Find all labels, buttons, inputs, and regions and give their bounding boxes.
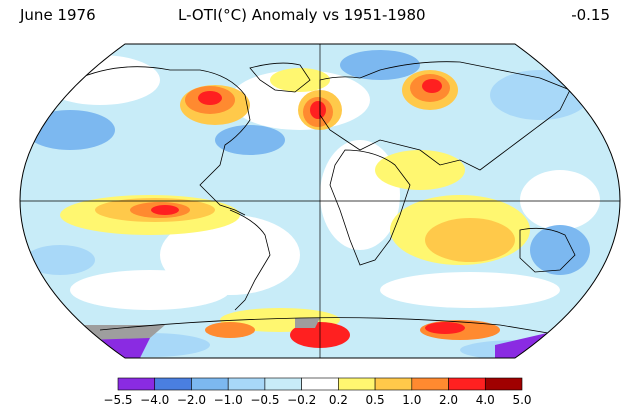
colorbar-tick-7: 0.5 bbox=[366, 393, 385, 407]
colorbar-tick-3: −1.0 bbox=[214, 393, 243, 407]
field-warmer-indian bbox=[425, 218, 515, 262]
colorbar-tick-4: −0.5 bbox=[250, 393, 279, 407]
coast-north-america bbox=[74, 66, 251, 216]
coast-africa bbox=[329, 149, 411, 266]
colorbar-box-10 bbox=[484, 377, 523, 391]
field-core-e-pacific bbox=[151, 205, 179, 215]
field-core-europe bbox=[310, 101, 326, 119]
colorbar-tick-11: 5.0 bbox=[512, 393, 531, 407]
field-cool-se-pacific bbox=[25, 245, 95, 275]
missing-data-area bbox=[85, 325, 165, 340]
field-cool-australia bbox=[530, 225, 590, 275]
coastlines bbox=[74, 61, 576, 336]
colorbar-box-6 bbox=[338, 377, 376, 391]
colorbar-box-2 bbox=[191, 377, 229, 391]
colorbar-box-0 bbox=[117, 377, 156, 391]
map-title: L-OTI(°C) Anomaly vs 1951-1980 bbox=[178, 6, 426, 24]
colorbar-tick-5: −0.2 bbox=[287, 393, 316, 407]
coast-eurasia bbox=[319, 61, 571, 171]
field-white-w-pacific bbox=[520, 170, 600, 230]
field-hot-antarctic-peninsula bbox=[205, 322, 255, 338]
colorbar-tick-2: −2.0 bbox=[177, 393, 206, 407]
field-cool-n-atlantic bbox=[215, 125, 285, 155]
field-core-canada bbox=[198, 91, 222, 105]
field-warm-arabia bbox=[375, 150, 465, 190]
field-core-russia bbox=[422, 79, 442, 93]
field-white-s-indian bbox=[380, 272, 560, 308]
colorbar-tick-10: 4.0 bbox=[476, 393, 495, 407]
coast-australia bbox=[519, 227, 576, 273]
colorbar-tick-9: 2.0 bbox=[439, 393, 458, 407]
field-core-antarctic-e bbox=[425, 322, 465, 334]
missing-data-patch bbox=[295, 318, 320, 328]
colorbar-box-8 bbox=[411, 377, 449, 391]
colorbar-tick-6: 0.2 bbox=[329, 393, 348, 407]
global-mean-anomaly: -0.15 bbox=[571, 6, 610, 24]
colorbar-box-5 bbox=[301, 377, 339, 391]
coast-south-america bbox=[229, 209, 271, 311]
colorbar-box-3 bbox=[227, 377, 266, 391]
field-cool-arctic-eu bbox=[340, 50, 420, 80]
colorbar-box-4 bbox=[264, 377, 302, 391]
colorbar-tick-8: 1.0 bbox=[402, 393, 421, 407]
map-date-label: June 1976 bbox=[20, 6, 96, 24]
field-warm-greenland bbox=[270, 68, 330, 92]
coast-antarctica bbox=[99, 317, 561, 336]
colorbar-box-1 bbox=[154, 377, 192, 391]
colorbar-boxes bbox=[117, 377, 523, 391]
colorbar-labels: −5.5 −4.0 −2.0 −1.0 −0.5 −0.2 0.2 0.5 1.0 2.0 4.0 5… bbox=[103, 393, 531, 407]
colorbar-box-9 bbox=[448, 377, 486, 391]
field-white-s-pacific bbox=[70, 270, 230, 310]
colorbar-tick-1: −4.0 bbox=[140, 393, 169, 407]
colorbar-tick-0: −5.5 bbox=[103, 393, 132, 407]
map-border bbox=[19, 43, 621, 359]
colorbar-box-7 bbox=[374, 377, 413, 391]
coast-greenland bbox=[249, 62, 311, 93]
